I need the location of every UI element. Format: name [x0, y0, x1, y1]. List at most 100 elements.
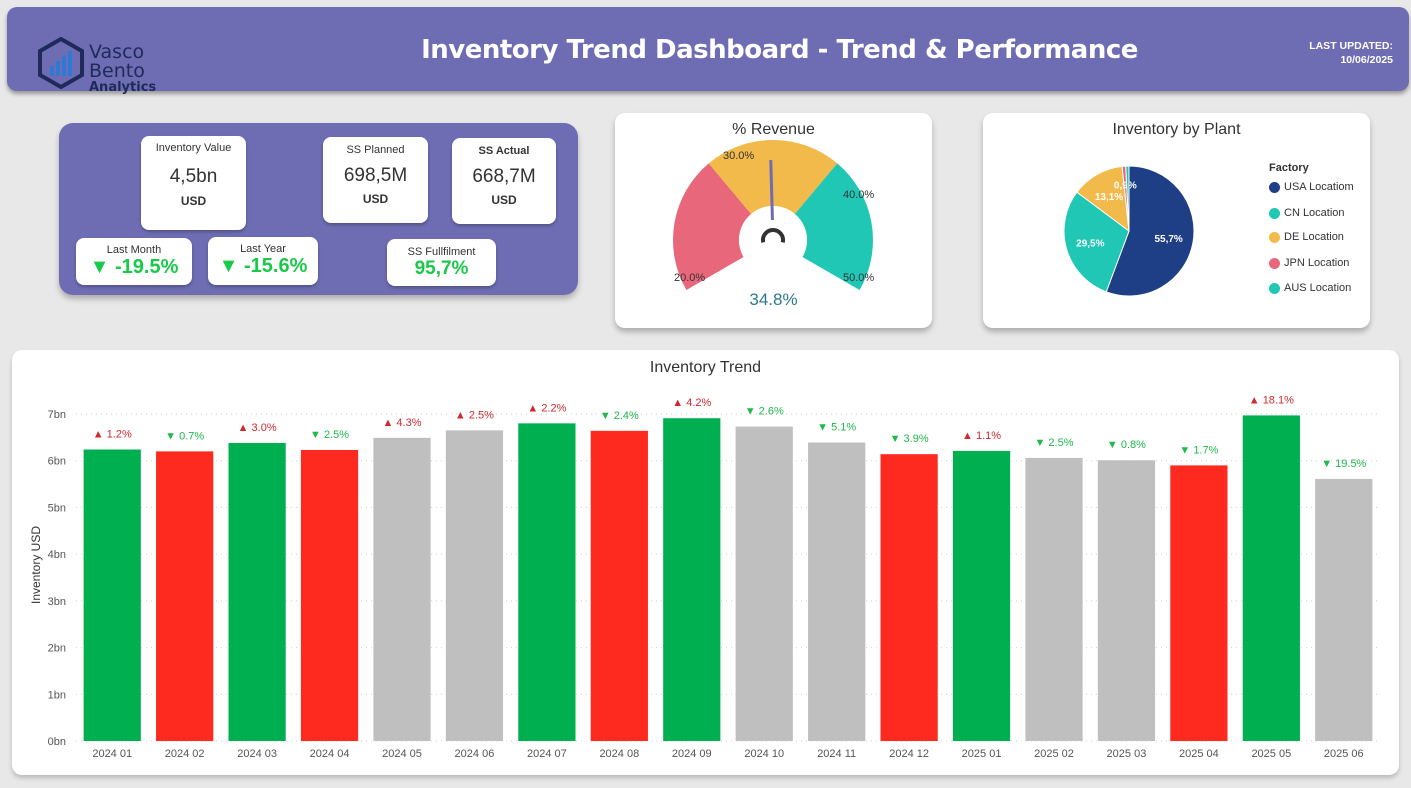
header-banner: Vasco Bento Analytics Inventory Trend Da…	[7, 7, 1409, 95]
kpi-last-year[interactable]: Last Year ▼ -15.6%	[208, 237, 318, 285]
gauge-hub	[739, 206, 807, 274]
pie-chart: 55,7% 29,5% 13,1%0,9%	[1063, 165, 1195, 297]
legend-label: AUS Location	[1284, 282, 1352, 294]
legend-label: JPN Location	[1284, 257, 1350, 269]
trend-bar[interactable]	[518, 423, 576, 741]
legend-item-cn[interactable]: CN Location	[1269, 207, 1345, 219]
bar-data-label: ▼ 3.9%	[890, 433, 929, 445]
logo-icon	[37, 36, 85, 94]
trend-bar[interactable]	[228, 442, 286, 741]
kpi-value: 668,7M	[472, 166, 536, 187]
x-tick-label: 2025 03	[1107, 748, 1147, 760]
trend-bar[interactable]	[808, 442, 866, 741]
gauge-label-40: 40.0%	[843, 189, 875, 201]
kpi-ss-fulfilment[interactable]: SS Fullfilment 95,7%	[387, 239, 496, 286]
kpi-inventory-value[interactable]: Inventory Value 4,5bn USD	[141, 136, 246, 230]
revenue-gauge-card: % Revenue 20.0% 30.0% 40.0% 50.0% 34.8%	[615, 113, 932, 328]
bar-data-label: ▼ 0.7%	[165, 430, 204, 442]
x-tick-label: 2025 05	[1251, 748, 1291, 760]
x-tick-label: 2025 02	[1034, 748, 1074, 760]
bar-data-label: ▲ 2.5%	[455, 409, 494, 421]
trend-bar[interactable]	[1025, 457, 1083, 741]
legend-item-aus[interactable]: AUS Location	[1269, 282, 1351, 294]
pie-slice[interactable]	[1105, 165, 1195, 297]
x-tick-label: 2024 03	[237, 748, 277, 760]
legend-dot	[1269, 257, 1280, 269]
trend-bar[interactable]	[735, 426, 793, 741]
trend-bar[interactable]	[952, 450, 1011, 741]
kpi-label: Last Month	[106, 244, 162, 256]
kpi-unit: USD	[491, 193, 517, 207]
kpi-panel: Inventory Value 4,5bn USD SS Planned 698…	[59, 123, 578, 295]
logo-line2: Bento	[89, 60, 145, 82]
y-tick-label: 6bn	[48, 456, 66, 468]
kpi-value: 4,5bn	[169, 166, 218, 187]
kpi-ss-planned[interactable]: SS Planned 698,5M USD	[323, 137, 428, 223]
kpi-label: Inventory Value	[155, 142, 232, 154]
trend-bar[interactable]	[445, 430, 504, 741]
inventory-trend-card: Inventory Trend Inventory USD 0bn 1bn 2bn 3…	[12, 350, 1399, 775]
last-updated: LAST UPDATED: 10/06/2025	[1309, 39, 1393, 67]
legend-item-usa[interactable]: USA Locatiom	[1269, 181, 1354, 193]
last-updated-label: LAST UPDATED:	[1309, 40, 1393, 52]
x-tick-label: 2024 06	[455, 748, 495, 760]
bar-data-label: ▼ 2.5%	[310, 429, 349, 441]
pie-slice[interactable]	[1063, 191, 1130, 293]
legend-item-de[interactable]: DE Location	[1269, 231, 1344, 243]
trend-bar[interactable]	[156, 451, 214, 741]
x-tick-label: 2024 01	[92, 748, 132, 760]
trend-bar[interactable]	[1097, 460, 1156, 741]
bar-data-label: ▲ 18.1%	[1249, 394, 1294, 406]
legend-item-jpn[interactable]: JPN Location	[1269, 257, 1349, 269]
bar-data-label: ▼ 2.4%	[600, 410, 639, 422]
bar-data-label: ▼ 2.5%	[1034, 437, 1073, 449]
kpi-value: 698,5M	[343, 165, 408, 186]
trend-bar[interactable]	[1242, 415, 1300, 741]
gauge-label-20: 20.0%	[674, 272, 706, 284]
gauge-band-3	[794, 163, 873, 290]
trend-bar[interactable]	[880, 454, 938, 741]
x-tick-label: 2025 06	[1324, 748, 1364, 760]
gauge-band-1	[673, 163, 752, 290]
bar-data-label: ▲ 3.0%	[238, 422, 277, 434]
gauge-needle	[769, 159, 774, 221]
y-tick-label: 0bn	[48, 736, 66, 748]
bar-data-label: ▲ 1.1%	[962, 430, 1001, 442]
gauge-band-2	[708, 140, 838, 214]
inventory-by-plant-card: Inventory by Plant 55,7% 29,5% 13,1% 0,9% F…	[983, 113, 1370, 328]
bar-data-label: ▲ 4.3%	[382, 417, 421, 429]
x-tick-label: 2025 04	[1179, 748, 1219, 760]
bar-data-label: ▼ 1.7%	[1179, 444, 1218, 456]
trend-bar[interactable]	[1315, 478, 1373, 741]
y-tick-label: 1bn	[48, 689, 66, 701]
x-tick-label: 2024 09	[672, 748, 712, 760]
trend-bar[interactable]	[590, 430, 648, 741]
legend-label: CN Location	[1284, 207, 1345, 219]
bar-data-label: ▼ 0.8%	[1107, 439, 1146, 451]
x-tick-label: 2025 01	[962, 748, 1002, 760]
legend-label: USA Locatiom	[1284, 181, 1354, 193]
kpi-ss-actual[interactable]: SS Actual 668,7M USD	[452, 138, 556, 224]
trend-bar[interactable]	[83, 449, 141, 741]
trend-bar[interactable]	[300, 449, 359, 741]
x-tick-label: 2024 11	[817, 748, 856, 760]
kpi-unit: USD	[180, 194, 207, 208]
kpi-last-month[interactable]: Last Month ▼ -19.5%	[76, 238, 192, 285]
x-tick-label: 2024 04	[310, 748, 350, 760]
bar-data-label: ▼ 2.6%	[745, 406, 784, 418]
trend-title: Inventory Trend	[649, 359, 762, 376]
x-tick-label: 2024 07	[527, 748, 567, 760]
trend-bar[interactable]	[1170, 465, 1228, 741]
kpi-label: Last Year	[240, 243, 286, 255]
trend-bar[interactable]	[663, 418, 721, 741]
gauge-value: 34.8%	[749, 290, 798, 309]
y-tick-label: 7bn	[48, 409, 66, 421]
legend-dot	[1269, 207, 1280, 219]
y-tick-label: 3bn	[48, 596, 66, 608]
logo-wordmark: Vasco Bento Analytics	[89, 43, 156, 95]
legend-dot	[1269, 231, 1280, 243]
pie-slice[interactable]	[1125, 165, 1130, 232]
trend-bar[interactable]	[373, 437, 431, 741]
gauge-title: % Revenue	[732, 121, 815, 138]
x-tick-label: 2024 05	[382, 748, 422, 760]
